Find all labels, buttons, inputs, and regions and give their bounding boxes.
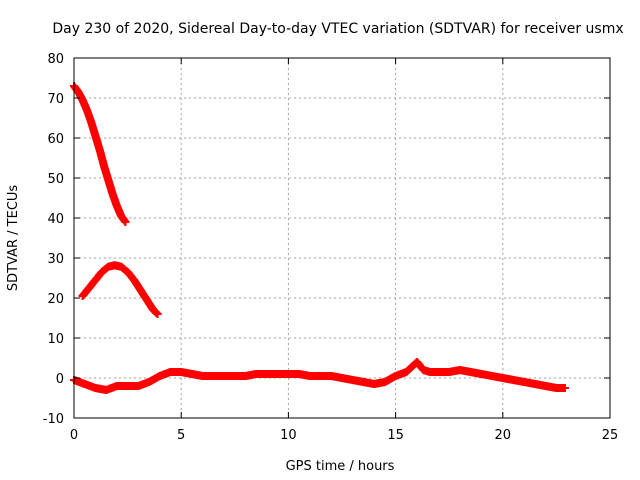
y-tick-label: -10	[43, 412, 64, 427]
x-tick-label: 0	[70, 428, 78, 443]
series-2	[70, 358, 569, 394]
series-0	[70, 82, 130, 226]
chart-title: Day 230 of 2020, Sidereal Day-to-day VTE…	[52, 21, 623, 37]
y-tick-label: 80	[47, 52, 64, 67]
y-tick-label: 20	[47, 292, 64, 307]
data-point	[560, 384, 569, 392]
y-tick-label: 40	[47, 212, 64, 227]
y-tick-label: 30	[47, 252, 64, 267]
y-tick-label: 0	[56, 372, 64, 387]
axis-ticks: 0 5 10 15 20 25 -10 0 10 20 30 40 50 60 70 80	[43, 52, 619, 443]
y-tick-label: 10	[47, 332, 64, 347]
y-tick-label: 70	[47, 92, 64, 107]
x-tick-label: 25	[602, 428, 619, 443]
data-point	[153, 310, 162, 318]
series-1	[78, 261, 162, 318]
plot-points	[70, 82, 569, 394]
x-tick-label: 10	[280, 428, 297, 443]
x-tick-label: 5	[177, 428, 185, 443]
y-tick-label: 60	[47, 132, 64, 147]
data-point	[121, 218, 130, 226]
y-tick-label: 50	[47, 172, 64, 187]
x-tick-label: 15	[387, 428, 404, 443]
x-tick-label: 20	[495, 428, 512, 443]
plot-frame	[73, 57, 611, 419]
y-axis-label: SDTVAR / TECUs	[6, 185, 21, 292]
x-axis-label: GPS time / hours	[286, 459, 395, 474]
